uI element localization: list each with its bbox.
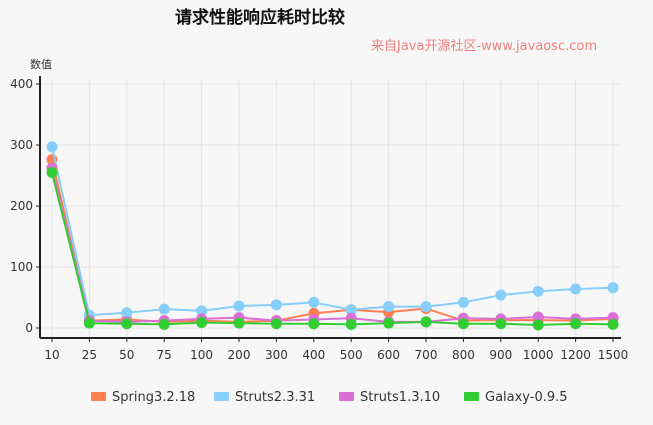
data-point[interactable] <box>270 318 282 330</box>
legend-item-struts2-3-31[interactable]: Struts2.3.31 <box>214 390 315 405</box>
legend-label: Spring3.2.18 <box>112 390 195 405</box>
legend-swatch <box>464 392 479 401</box>
series-line <box>51 146 614 317</box>
data-point[interactable] <box>233 300 245 312</box>
y-tick-label: 0 <box>25 321 33 335</box>
x-tick-label: 600 <box>377 348 400 362</box>
series-line <box>51 159 614 323</box>
data-point[interactable] <box>570 318 582 330</box>
x-tick-label: 300 <box>265 348 288 362</box>
chart-title: 请求性能响应耗时比较 <box>175 7 345 28</box>
data-point[interactable] <box>495 289 507 301</box>
series-line <box>51 167 614 323</box>
data-point[interactable] <box>270 299 282 311</box>
legend-item-galaxy-0-9-5[interactable]: Galaxy-0.9.5 <box>464 390 568 405</box>
data-point[interactable] <box>420 301 432 313</box>
x-tick-label: 400 <box>302 348 325 362</box>
axes: 0 100 200 300 400 10 25 50 75 100 200 300 400 500 600 7… <box>10 76 628 362</box>
y-tick-label: 100 <box>10 260 33 274</box>
legend-swatch <box>214 392 229 401</box>
legend-item-struts1-3-10[interactable]: Struts1.3.10 <box>339 390 440 405</box>
legend-label: Galaxy-0.9.5 <box>485 390 568 405</box>
data-point[interactable] <box>158 303 170 315</box>
legend-label: Struts2.3.31 <box>235 390 315 405</box>
data-point[interactable] <box>495 318 507 330</box>
series-galaxy-0-9-5 <box>46 166 619 331</box>
data-point[interactable] <box>158 318 170 330</box>
data-point[interactable] <box>196 305 208 317</box>
data-point[interactable] <box>196 317 208 329</box>
x-tick-label: 75 <box>157 348 172 362</box>
data-point[interactable] <box>83 317 95 329</box>
data-point[interactable] <box>532 319 544 331</box>
data-point[interactable] <box>46 141 58 153</box>
x-tick-label: 200 <box>228 348 251 362</box>
legend-swatch <box>339 392 354 401</box>
data-point[interactable] <box>532 285 544 297</box>
data-point[interactable] <box>532 311 544 323</box>
data-point[interactable] <box>420 316 432 328</box>
data-point[interactable] <box>345 318 357 330</box>
data-point[interactable] <box>308 318 320 330</box>
x-tick-label: 1200 <box>560 348 591 362</box>
series-spring3-2-18 <box>46 154 619 328</box>
legend-item-spring3-2-18[interactable]: Spring3.2.18 <box>91 390 195 405</box>
data-point[interactable] <box>46 166 58 178</box>
x-tick-label: 10 <box>44 348 59 362</box>
data-point[interactable] <box>457 318 469 330</box>
series-line <box>51 172 614 326</box>
x-tick-label: 1500 <box>598 348 629 362</box>
series-layer <box>46 141 619 331</box>
data-point[interactable] <box>233 317 245 329</box>
y-tick-label: 400 <box>10 77 33 91</box>
y-tick-label: 300 <box>10 138 33 152</box>
legend-swatch <box>91 392 106 401</box>
x-tick-label: 1000 <box>523 348 554 362</box>
x-tick-label: 700 <box>415 348 438 362</box>
y-tick-label: 200 <box>10 199 33 213</box>
legend-label: Struts1.3.10 <box>360 390 440 405</box>
chart-subtitle: 来自Java开源社区-www.javaosc.com <box>371 38 597 54</box>
data-point[interactable] <box>121 307 133 319</box>
data-point[interactable] <box>457 296 469 308</box>
data-point[interactable] <box>570 283 582 295</box>
legend[interactable]: Spring3.2.18 Struts2.3.31 Struts1.3.10 Gala… <box>91 390 568 405</box>
data-point[interactable] <box>345 304 357 316</box>
data-point[interactable] <box>607 318 619 330</box>
x-tick-label: 50 <box>119 348 134 362</box>
x-tick-label: 500 <box>340 348 363 362</box>
data-point[interactable] <box>383 301 395 313</box>
series-struts2-3-31 <box>46 141 619 321</box>
data-point[interactable] <box>383 317 395 329</box>
y-axis-label: 数值 <box>30 58 52 71</box>
x-tick-label: 100 <box>190 348 213 362</box>
x-tick-label: 25 <box>82 348 97 362</box>
x-tick-label: 800 <box>452 348 475 362</box>
data-point[interactable] <box>121 318 133 330</box>
x-tick-label: 900 <box>489 348 512 362</box>
series-struts1-3-10 <box>46 162 619 328</box>
data-point[interactable] <box>607 282 619 294</box>
grid <box>40 80 621 338</box>
data-point[interactable] <box>308 296 320 308</box>
